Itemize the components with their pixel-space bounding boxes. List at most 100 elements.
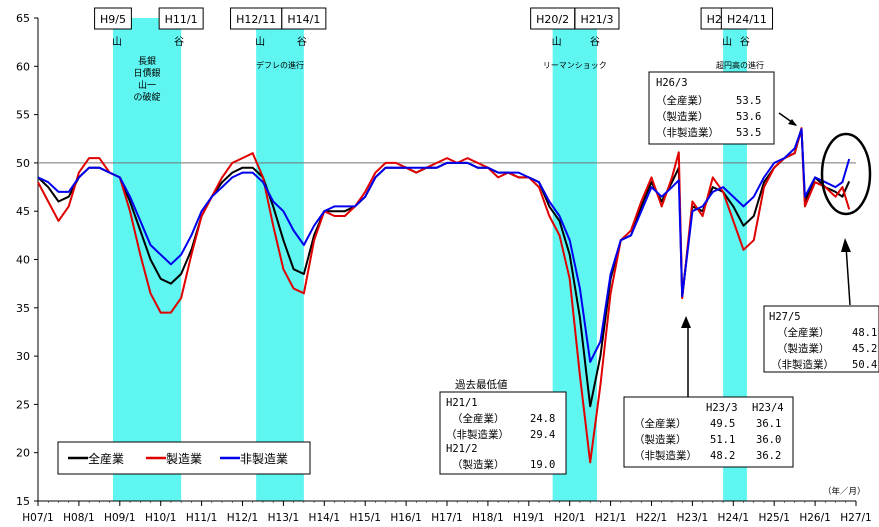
legend: 全産業 製造業 非製造業 xyxy=(57,441,311,475)
series-line-非製造業 xyxy=(37,128,851,363)
band-date-box xyxy=(281,7,327,30)
recession-band xyxy=(112,18,182,501)
x-tick-label: H07/1 xyxy=(22,512,53,524)
x-tick-label: H22/1 xyxy=(636,512,667,524)
y-tick-label: 35 xyxy=(16,302,30,315)
trough-mark: 谷 xyxy=(740,36,750,48)
x-tick-label: H09/1 xyxy=(104,512,135,524)
svg-text:29.4: 29.4 xyxy=(530,429,555,441)
unit-label: （年／月） xyxy=(823,486,866,497)
x-tick-label: H20/1 xyxy=(554,512,585,524)
svg-text:（製造業）: （製造業） xyxy=(634,433,687,446)
svg-text:36.2: 36.2 xyxy=(756,450,781,462)
y-tick-label: 55 xyxy=(16,109,30,122)
x-tick-label: H21/1 xyxy=(595,512,626,524)
trough-mark: 谷 xyxy=(174,36,184,48)
band-note: 超円高の進行 xyxy=(716,60,764,70)
band-note: 長銀 xyxy=(138,55,156,67)
band-note: 日債銀 xyxy=(134,67,161,79)
svg-text:（全産業）: （全産業） xyxy=(777,326,830,339)
x-tick-label: H08/1 xyxy=(63,512,94,524)
svg-text:H21/1: H21/1 xyxy=(446,397,478,409)
svg-text:49.5: 49.5 xyxy=(710,418,735,430)
svg-text:（製造業）: （製造業） xyxy=(656,110,709,123)
svg-text:H23/3: H23/3 xyxy=(706,402,738,414)
y-tick-label: 45 xyxy=(16,205,30,218)
svg-text:53.5: 53.5 xyxy=(736,127,761,139)
x-tick-label: H10/1 xyxy=(145,512,176,524)
band-date-box xyxy=(158,7,204,30)
svg-text:50.4: 50.4 xyxy=(852,359,877,371)
x-tick-label: H26/1 xyxy=(799,512,830,524)
y-tick-label: 25 xyxy=(16,398,30,411)
svg-text:（全産業）: （全産業） xyxy=(634,417,687,430)
legend-label-all: 全産業 xyxy=(88,451,124,466)
svg-text:24.8: 24.8 xyxy=(530,413,555,425)
svg-text:過去最低値: 過去最低値 xyxy=(455,378,508,391)
y-tick-label: 20 xyxy=(16,447,30,460)
recession-band xyxy=(256,18,304,501)
x-tick-label: H19/1 xyxy=(513,512,544,524)
peak-mark: 山 xyxy=(112,36,122,48)
x-tick-label: H18/1 xyxy=(472,512,503,524)
arrowhead xyxy=(788,119,797,126)
band-date-label: H12/11 xyxy=(236,13,276,26)
svg-text:（非製造業）: （非製造業） xyxy=(656,126,719,139)
y-tick-label: 15 xyxy=(16,495,30,508)
svg-text:48.2: 48.2 xyxy=(710,450,735,462)
x-tick-label: H23/1 xyxy=(677,512,708,524)
legend-label-mfg: 製造業 xyxy=(166,452,202,466)
axes: 15 20 25 30 35 40 45 50 55 60 65 H07/1 H08/1 H09/1 H10… xyxy=(16,12,872,524)
x-tick-label: H12/1 xyxy=(227,512,258,524)
x-tick-label: H27/1 xyxy=(840,512,871,524)
annotation-lowest: 過去最低値 H21/1 （全産業） 24.8 （非製造業） 29.4 H21/2… xyxy=(439,378,567,475)
band-note: 山一 xyxy=(138,80,156,91)
x-tick-label: H25/1 xyxy=(758,512,789,524)
svg-text:48.1: 48.1 xyxy=(852,327,877,339)
svg-text:51.1: 51.1 xyxy=(710,434,735,446)
trough-mark: 谷 xyxy=(297,36,307,48)
svg-text:H27/5: H27/5 xyxy=(769,311,801,323)
x-tick-label: H14/1 xyxy=(309,512,340,524)
annotation-title: H26/3 xyxy=(656,77,688,89)
band-note: デフレの進行 xyxy=(256,60,304,70)
peak-mark: 山 xyxy=(255,36,265,48)
arrow xyxy=(845,245,851,306)
x-tick-label: H13/1 xyxy=(268,512,299,524)
band-date-label: H14/1 xyxy=(287,13,320,26)
svg-text:H23/4: H23/4 xyxy=(752,402,784,414)
peak-mark: 山 xyxy=(552,36,562,48)
highlight-circle xyxy=(820,132,872,216)
x-tick-label: H17/1 xyxy=(431,512,462,524)
svg-text:36.1: 36.1 xyxy=(756,418,781,430)
svg-text:36.0: 36.0 xyxy=(756,434,781,446)
svg-text:（全産業）: （全産業） xyxy=(656,94,709,107)
band-date-box xyxy=(574,7,620,30)
band-date-box xyxy=(720,7,774,30)
y-tick-label: 40 xyxy=(16,254,30,267)
arrowhead xyxy=(681,316,691,328)
svg-text:53.6: 53.6 xyxy=(736,111,761,123)
band-date-label: H9/5 xyxy=(100,13,126,26)
peak-mark: 山 xyxy=(722,36,732,48)
svg-text:45.2: 45.2 xyxy=(852,343,877,355)
y-tick-label: 60 xyxy=(16,60,30,73)
band-date-label: H11/1 xyxy=(165,13,198,26)
svg-text:（全産業）: （全産業） xyxy=(452,412,505,425)
svg-text:（非製造業）: （非製造業） xyxy=(446,428,509,441)
x-tick-label: H24/1 xyxy=(718,512,749,524)
x-tick-label: H11/1 xyxy=(186,512,217,524)
svg-text:H21/2: H21/2 xyxy=(446,443,478,455)
band-date-label: H21/3 xyxy=(580,13,613,26)
legend-box xyxy=(57,441,311,475)
arrowhead xyxy=(841,238,851,252)
svg-text:（製造業）: （製造業） xyxy=(777,342,830,355)
annotation-h26-3: H26/3 （全産業） 53.5 （製造業） 53.6 （非製造業） 53.5 xyxy=(648,71,797,145)
annotation-h23: H23/3 H23/4 （全産業） 49.5 36.1 （製造業） 51.1 3… xyxy=(623,316,794,468)
legend-label-nonmfg: 非製造業 xyxy=(240,452,288,466)
x-tick-label: H15/1 xyxy=(349,512,380,524)
svg-text:（非製造業）: （非製造業） xyxy=(634,449,697,462)
trough-mark: 谷 xyxy=(590,36,600,48)
svg-text:53.5: 53.5 xyxy=(736,95,761,107)
